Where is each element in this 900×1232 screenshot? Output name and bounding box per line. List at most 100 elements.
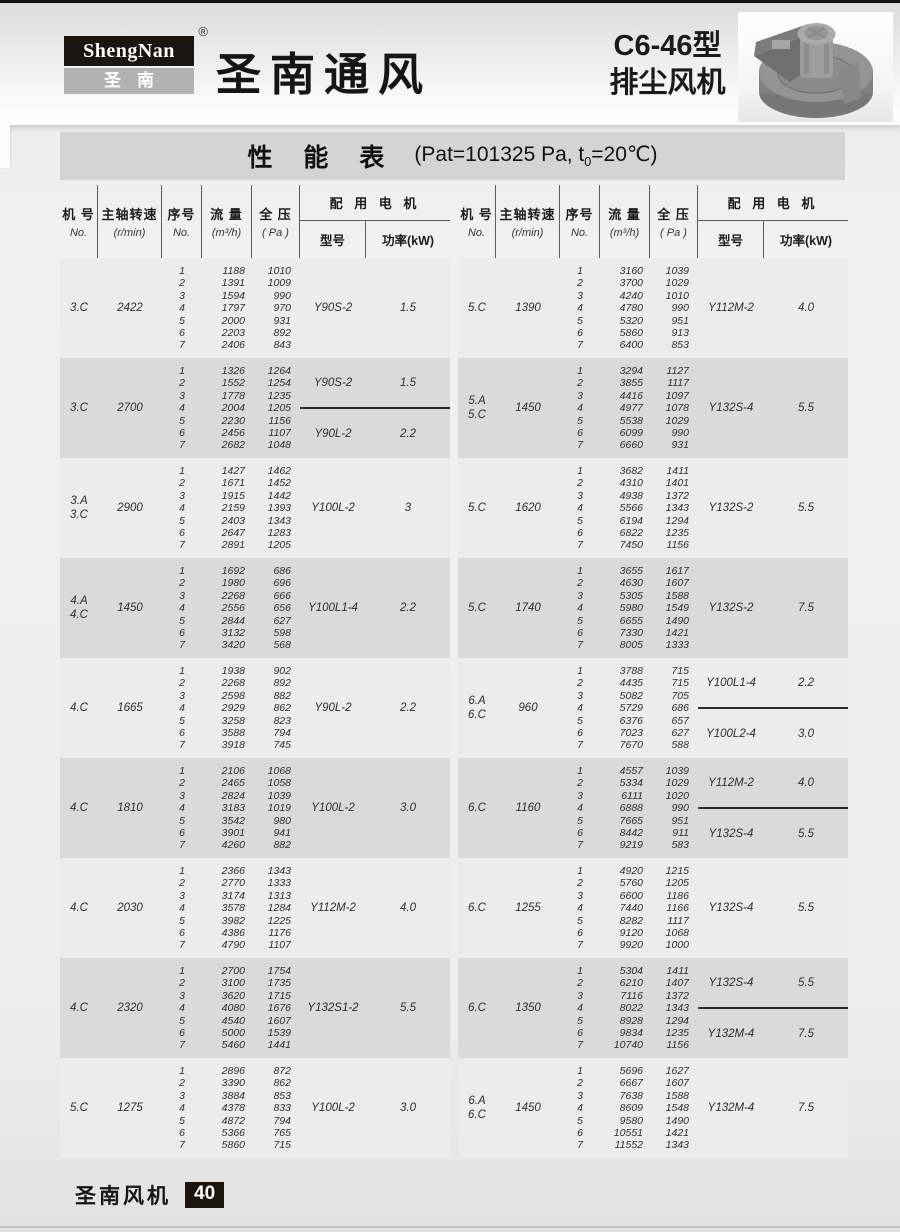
row-seq: 1 <box>577 365 583 377</box>
table-row: 7 9219 583 <box>560 839 698 851</box>
row-flow: 8928 <box>619 1014 643 1027</box>
row-pressure: 1441 <box>267 1039 291 1052</box>
row-seq: 1 <box>179 465 185 477</box>
table-row: 6 6099 990 <box>560 427 698 439</box>
table-row: 6 5860 913 <box>560 327 698 339</box>
motor-cell: Y100L1-4 2.2 <box>300 558 450 658</box>
row-flow: 5860 <box>221 1139 245 1152</box>
table-row: 2 4435 715 <box>560 677 698 689</box>
row-flow: 1391 <box>221 277 245 290</box>
row-pressure: 1442 <box>267 489 291 502</box>
row-pressure: 941 <box>273 827 291 840</box>
col-flow-header: 流 量 (m³/h) <box>202 185 252 258</box>
table-row: 1 1938 902 <box>162 665 300 677</box>
performance-rows: 1 3655 1617 2 4630 1607 3 5305 1588 4 5980 1549 5 665… <box>560 558 698 658</box>
motor-entry: Y90S-2 1.5 <box>300 358 450 407</box>
col-motor-model-header: 型号 <box>698 221 764 258</box>
row-flow: 7450 <box>619 539 643 552</box>
machine-no-cell: 5.C <box>60 1058 98 1158</box>
row-pressure: 1343 <box>665 1139 689 1152</box>
performance-rows: 1 1692 686 2 1980 696 3 2268 666 4 2556 656 5 2844 627… <box>162 558 300 658</box>
col-motor-power-header: 功率(kW) <box>779 234 833 248</box>
table-block: 4.C 1810 1 2106 1068 2 2465 1058 3 2824 1039 4 3183 1… <box>60 758 450 858</box>
performance-rows: 1 1427 1462 2 1671 1452 3 1915 1442 4 2159 1393 5 240… <box>162 458 300 558</box>
table-row: 3 2824 1039 <box>162 790 300 802</box>
row-seq: 5 <box>179 714 185 727</box>
product-model-line1: C6-46型 <box>613 30 722 62</box>
table-row: 6 8442 911 <box>560 827 698 839</box>
table-row: 2 3855 1117 <box>560 377 698 389</box>
row-pressure: 715 <box>671 665 689 677</box>
row-flow: 5460 <box>221 1039 245 1052</box>
motor-cell: Y112M-2 4.0 <box>698 258 848 358</box>
table-row: 6 7330 1421 <box>560 627 698 639</box>
motor-model: Y132S-2 <box>708 502 754 514</box>
row-pressure: 1607 <box>267 1014 291 1027</box>
machine-no: 6.C <box>468 1109 486 1121</box>
motor-model: Y132S-4 <box>708 402 754 414</box>
row-seq: 1 <box>179 665 185 677</box>
motor-power: 3.0 <box>798 727 814 740</box>
row-pressure: 1156 <box>666 539 689 552</box>
row-seq: 4 <box>179 602 185 615</box>
table-row: 7 6400 853 <box>560 339 698 351</box>
table-block: 3.C 2422 1 1188 1010 2 1391 1009 3 1594 990 4 1797 97… <box>60 258 450 358</box>
row-pressure: 705 <box>671 689 689 702</box>
row-seq: 4 <box>577 802 583 815</box>
motor-entry: Y90S-2 1.5 <box>300 302 450 314</box>
row-pressure: 1097 <box>665 389 689 402</box>
row-seq: 6 <box>179 527 185 540</box>
row-flow: 7330 <box>619 627 643 640</box>
table-block: 3.A 3.C 2900 1 1427 1462 2 1671 1452 3 1915 1442 4 21… <box>60 458 450 558</box>
row-seq: 1 <box>577 965 583 977</box>
row-flow: 3542 <box>221 814 245 827</box>
row-seq: 2 <box>179 1077 185 1090</box>
motor-entry: Y132S-4 5.5 <box>698 958 848 1007</box>
row-pressure: 1607 <box>665 1077 689 1090</box>
machine-no: 6.A <box>468 1095 486 1107</box>
table-row: 4 2556 656 <box>162 602 300 614</box>
col-pressure-header: 全 压 ( Pa ) <box>252 185 300 258</box>
row-seq: 1 <box>577 265 583 277</box>
performance-rows: 1 3160 1039 2 3700 1029 3 4240 1010 4 4780 990 5 5320… <box>560 258 698 358</box>
row-seq: 2 <box>179 277 185 290</box>
row-seq: 2 <box>179 377 185 390</box>
machine-no-cell: 5.C <box>458 258 496 358</box>
table-row: 2 4630 1607 <box>560 577 698 589</box>
row-flow: 9120 <box>619 927 643 940</box>
speed-cell: 1450 <box>515 402 541 414</box>
machine-no: 4.C <box>70 702 88 714</box>
motor-cell: Y132S-4 5.5 Y132M-4 7.5 <box>698 958 848 1058</box>
motor-model: Y132M-4 <box>707 1027 755 1040</box>
row-seq: 1 <box>577 565 583 577</box>
col-motor-model-header: 型号 <box>300 221 366 258</box>
row-flow: 3100 <box>221 977 245 990</box>
speed-cell: 1665 <box>117 702 143 714</box>
row-pressure: 913 <box>671 327 689 340</box>
row-flow: 3700 <box>619 277 643 290</box>
row-seq: 7 <box>179 1139 185 1152</box>
row-flow: 10551 <box>613 1127 643 1140</box>
row-flow: 9580 <box>619 1114 643 1127</box>
motor-model: Y90S-2 <box>313 302 353 314</box>
table-row: 2 5334 1029 <box>560 777 698 789</box>
table-row: 5 2000 931 <box>162 315 300 327</box>
machine-no-cell: 5.A 5.C <box>458 358 496 458</box>
table-row: 3 3884 853 <box>162 1090 300 1102</box>
table-row: 2 5760 1205 <box>560 877 698 889</box>
table-block: 6.C 1160 1 4557 1039 2 5334 1029 3 6111 1020 4 6888 9… <box>458 758 848 858</box>
row-flow: 5320 <box>619 314 643 327</box>
table-block: 5.C 1620 1 3682 1411 2 4310 1401 3 4938 1372 4 5566 1… <box>458 458 848 558</box>
row-pressure: 1010 <box>267 265 291 277</box>
table-header: 机 号 No. 主轴转速 (r/min) 序号 No. 流 量 (m³/h) 全… <box>458 185 848 258</box>
row-flow: 3183 <box>221 802 245 815</box>
row-pressure: 1019 <box>267 802 291 815</box>
row-seq: 2 <box>577 977 583 990</box>
table-row: 2 6210 1407 <box>560 977 698 989</box>
row-seq: 7 <box>577 539 583 552</box>
row-flow: 4260 <box>221 839 245 852</box>
row-flow: 1938 <box>221 665 245 677</box>
speed-cell: 1810 <box>117 802 143 814</box>
row-seq: 4 <box>179 302 185 315</box>
row-seq: 3 <box>577 789 583 802</box>
